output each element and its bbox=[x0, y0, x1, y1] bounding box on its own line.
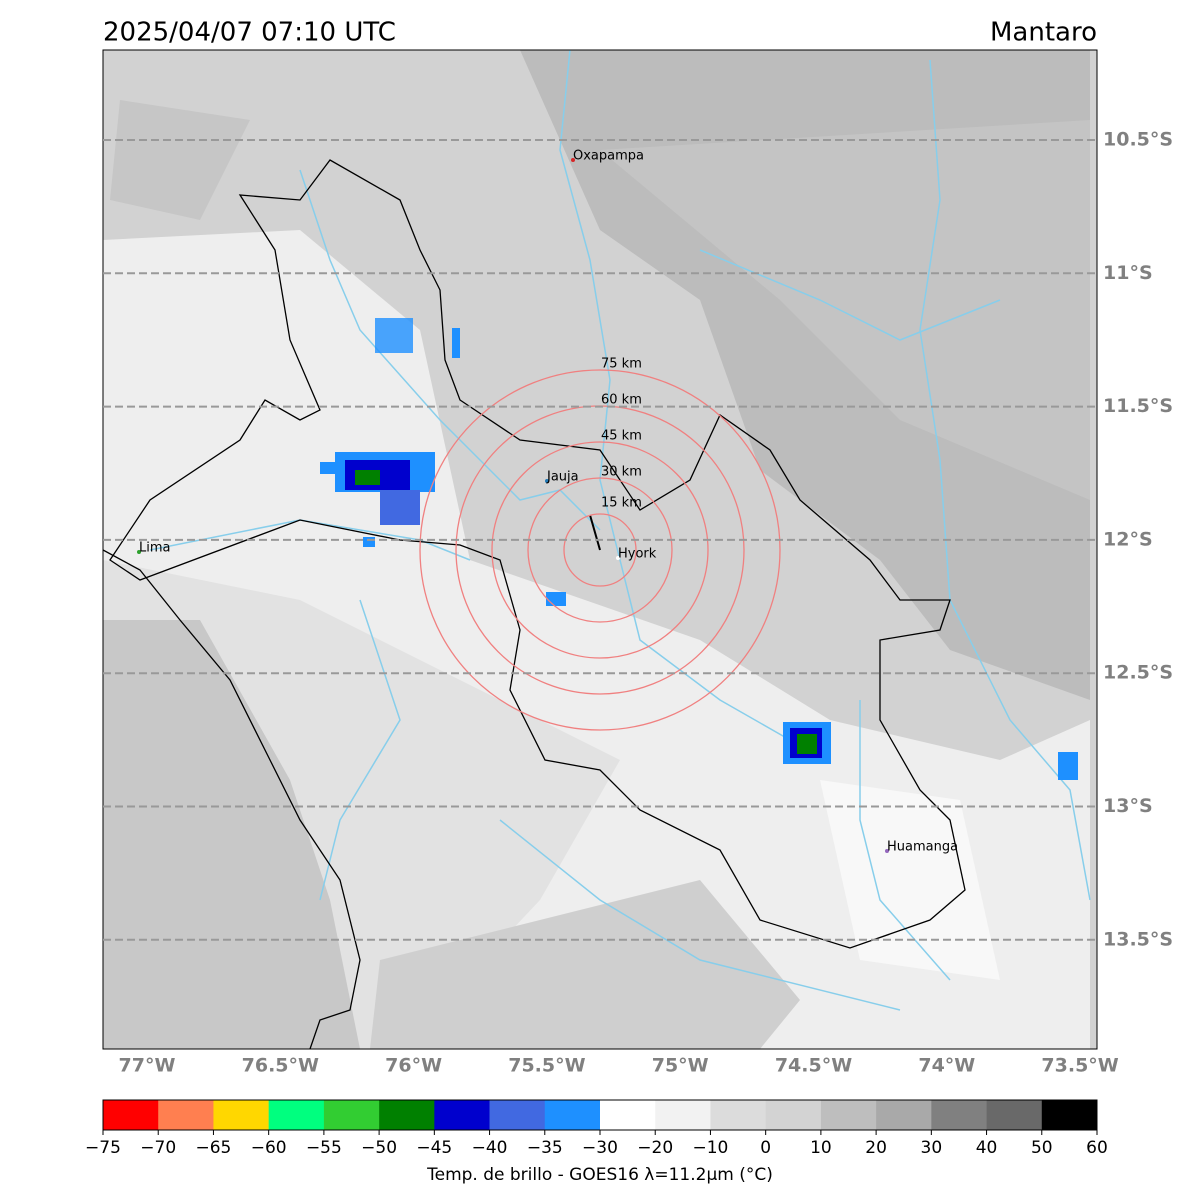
range-ring bbox=[419, 369, 781, 731]
city-label: Jauja bbox=[546, 470, 579, 485]
colorbar-segment bbox=[710, 1100, 766, 1130]
colorbar-segment bbox=[1041, 1100, 1098, 1130]
colorbar-tick-label: 50 bbox=[1031, 1138, 1053, 1158]
colorbar-segment bbox=[876, 1100, 932, 1130]
region: Mantaro bbox=[990, 18, 1097, 48]
colorbar-segment bbox=[103, 1100, 159, 1130]
ring-label: 75 km bbox=[601, 357, 642, 372]
colorbar-tick-label: −20 bbox=[637, 1138, 673, 1158]
colorbar-segment bbox=[655, 1100, 711, 1130]
colorbar-segment bbox=[158, 1100, 214, 1130]
ring-label: 45 km bbox=[601, 429, 642, 444]
lon-label: 74.5°W bbox=[775, 1055, 852, 1077]
lon-label: 76.5°W bbox=[242, 1055, 319, 1077]
colorbar-tick-label: −35 bbox=[527, 1138, 563, 1158]
colorbar-segment bbox=[544, 1100, 601, 1130]
colorbar-tick-label: 20 bbox=[865, 1138, 887, 1158]
range-ring bbox=[491, 441, 709, 659]
lon-label: 75.5°W bbox=[508, 1055, 585, 1077]
colorbar-tick-label: −55 bbox=[306, 1138, 342, 1158]
lon-label: 77°W bbox=[119, 1055, 176, 1077]
lon-label: 74°W bbox=[918, 1055, 975, 1077]
colorbar-segment bbox=[323, 1100, 380, 1130]
colorbar-tick-label: 40 bbox=[976, 1138, 998, 1158]
colorbar-segment bbox=[489, 1100, 546, 1130]
ring-label: 15 km bbox=[601, 496, 642, 511]
map-background bbox=[103, 50, 1097, 1049]
colorbar-tick-label: −65 bbox=[195, 1138, 231, 1158]
colorbar-segment bbox=[268, 1100, 325, 1130]
city-dot bbox=[616, 556, 620, 560]
lat-label: 12°S bbox=[1103, 528, 1153, 550]
colorbar-segment bbox=[600, 1100, 656, 1130]
city-dot bbox=[885, 849, 889, 853]
colorbar-tick-label: −30 bbox=[582, 1138, 618, 1158]
lat-label: 11°S bbox=[1103, 262, 1153, 284]
city-label: Oxapampa bbox=[573, 149, 644, 164]
colorbar-tick-label: 60 bbox=[1086, 1138, 1108, 1158]
lat-label: 13°S bbox=[1103, 795, 1153, 817]
lat-label: 12.5°S bbox=[1103, 662, 1173, 684]
colorbar-tick-label: 30 bbox=[921, 1138, 943, 1158]
colorbar-tick-label: 0 bbox=[760, 1138, 771, 1158]
colorbar-segment bbox=[986, 1100, 1043, 1130]
timestamp: 2025/04/07 07:10 UTC bbox=[103, 18, 396, 48]
map-frame bbox=[102, 49, 1098, 1050]
colorbar-tick-label: −60 bbox=[251, 1138, 287, 1158]
colorbar-tick-label: −10 bbox=[692, 1138, 728, 1158]
lat-label: 11.5°S bbox=[1103, 395, 1173, 417]
city-dot bbox=[571, 158, 575, 162]
city-label: Hyork bbox=[618, 547, 657, 562]
city-dot bbox=[137, 550, 141, 554]
colorbar-tick-label: −45 bbox=[416, 1138, 452, 1158]
colorbar-tick-label: 10 bbox=[810, 1138, 832, 1158]
lat-label: 13.5°S bbox=[1103, 928, 1173, 950]
city-label: Lima bbox=[139, 541, 170, 556]
colorbar-label: Temp. de brillo - GOES16 λ=11.2μm (°C) bbox=[426, 1165, 773, 1185]
lon-label: 73.5°W bbox=[1041, 1055, 1118, 1077]
colorbar-tick-label: −50 bbox=[361, 1138, 397, 1158]
colorbar-segment bbox=[931, 1100, 987, 1130]
colorbar-segment bbox=[213, 1100, 269, 1130]
colorbar-tick-label: −70 bbox=[140, 1138, 176, 1158]
colorbar-segment bbox=[434, 1100, 490, 1130]
ring-label: 30 km bbox=[601, 465, 642, 480]
colorbar-segment bbox=[765, 1100, 822, 1130]
colorbar-tick-label: −75 bbox=[85, 1138, 121, 1158]
lat-label: 10.5°S bbox=[1103, 129, 1173, 151]
range-ring bbox=[563, 513, 637, 587]
city-label: Huamanga bbox=[887, 840, 958, 855]
colorbar-segment bbox=[820, 1100, 877, 1130]
lon-label: 76°W bbox=[385, 1055, 442, 1077]
colorbar-tick-label: −40 bbox=[472, 1138, 508, 1158]
lon-label: 75°W bbox=[652, 1055, 709, 1077]
colorbar-segment bbox=[379, 1100, 435, 1130]
cloud-pixels bbox=[320, 318, 1078, 780]
ring-label: 60 km bbox=[601, 393, 642, 408]
city-dot bbox=[545, 479, 549, 483]
range-ring bbox=[527, 477, 673, 623]
